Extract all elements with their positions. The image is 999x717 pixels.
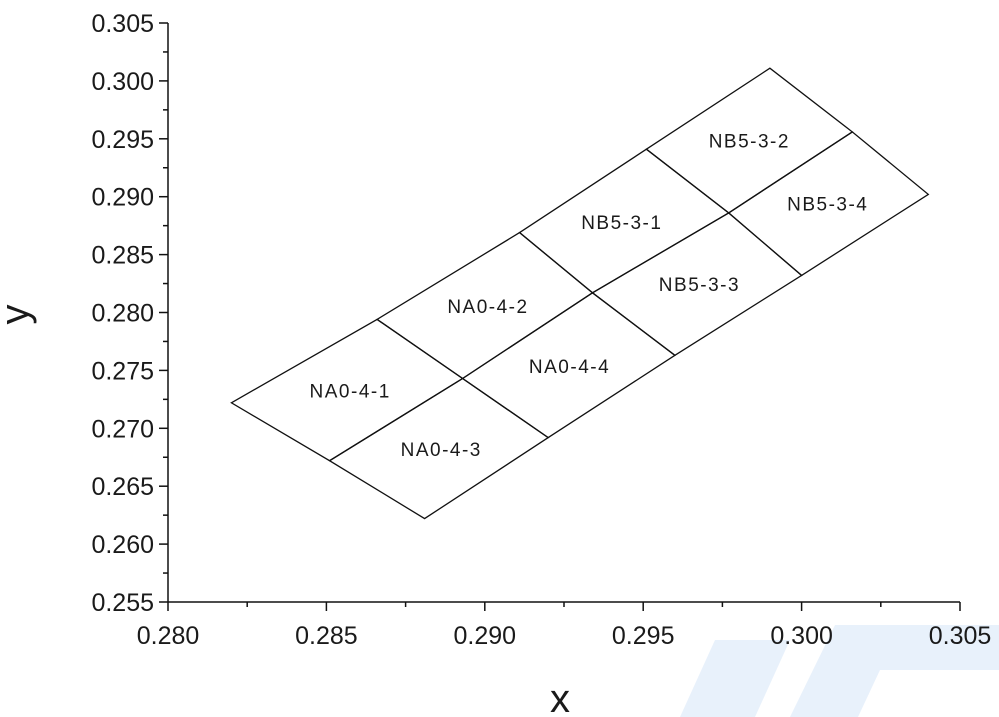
y-tick-label: 0.305: [91, 10, 154, 38]
bin-label: NA0-4-1: [310, 381, 391, 402]
x-tick-label: 0.300: [770, 622, 833, 650]
y-tick-label: 0.275: [91, 357, 154, 385]
bin-label: NA0-4-3: [401, 440, 482, 461]
y-axis-title: y: [0, 305, 37, 325]
bin-label: NB5-3-4: [787, 195, 868, 216]
bins: NA0-4-1 NA0-4-2 NA0-4-3 NA0-4-4 NB5-3-1 NB5-3…: [230, 67, 930, 520]
bin-label: NB5-3-3: [659, 275, 740, 296]
bin-nb5-3-4: [727, 131, 930, 277]
bin-label: NA0-4-4: [529, 357, 610, 378]
axes: 0.280 0.285 0.290 0.295 0.300 0.305 0.255 0.26…: [91, 10, 991, 650]
x-tick-label: 0.305: [929, 622, 992, 650]
y-tick-label: 0.260: [91, 531, 154, 559]
y-tick-label: 0.290: [91, 184, 154, 212]
x-ticks: 0.280 0.285 0.290 0.295 0.300 0.305: [137, 602, 992, 650]
y-tick-label: 0.285: [91, 242, 154, 270]
bin-label: NB5-3-2: [709, 132, 790, 153]
y-tick-label: 0.280: [91, 300, 154, 328]
x-tick-label: 0.280: [137, 622, 200, 650]
x-tick-label: 0.295: [612, 622, 675, 650]
x-axis-title: x: [550, 677, 570, 717]
bin-label: NA0-4-2: [447, 297, 528, 318]
y-tick-label: 0.265: [91, 473, 154, 501]
y-ticks: 0.255 0.260 0.265 0.270 0.275 0.280 0.285 0.290…: [91, 10, 168, 617]
bin-label: NB5-3-1: [581, 213, 662, 234]
y-tick-label: 0.295: [91, 126, 154, 154]
y-tick-label: 0.300: [91, 68, 154, 96]
y-tick-label: 0.255: [91, 589, 154, 617]
x-tick-label: 0.290: [454, 622, 517, 650]
y-tick-label: 0.270: [91, 415, 154, 443]
watermark: [680, 625, 999, 717]
x-tick-label: 0.285: [295, 622, 358, 650]
